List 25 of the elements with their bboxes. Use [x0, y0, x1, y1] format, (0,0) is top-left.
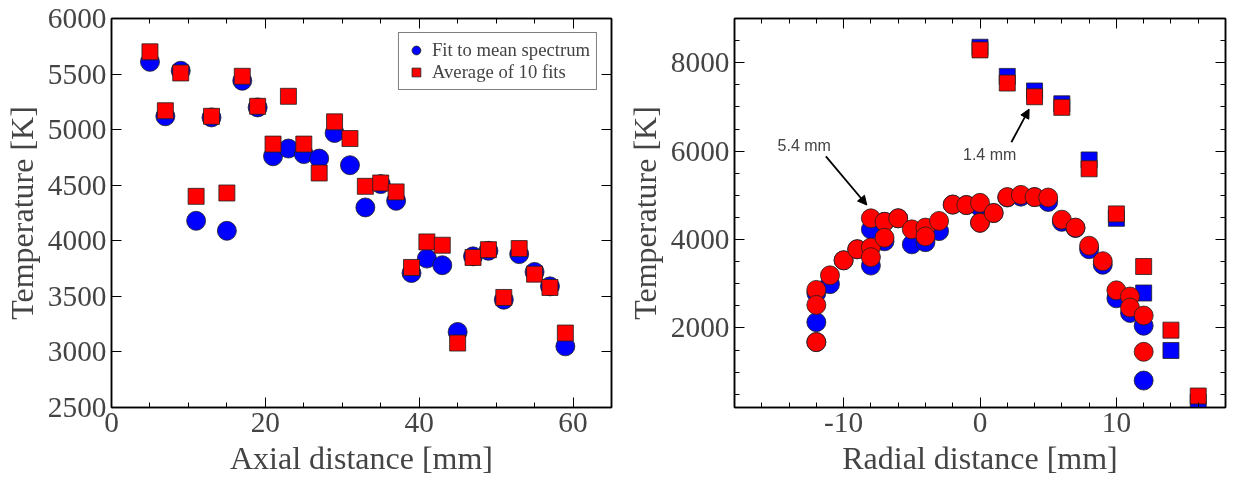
x-tick-label: 20: [250, 405, 281, 438]
legend-label: Fit to mean spectrum: [431, 39, 590, 61]
x-tick-label: 0: [972, 405, 988, 438]
y-tick-label: 4500: [47, 168, 107, 201]
legend-label: Average of 10 fits: [431, 61, 566, 83]
y-tick-label: 6000: [670, 134, 730, 167]
x-tick-label: 10: [1101, 405, 1132, 438]
y-tick-label: 4000: [670, 223, 730, 256]
y-tick-label: 5000: [47, 113, 107, 146]
y-axis-title: Temperature [K]: [3, 106, 40, 320]
y-tick-label: 6000: [47, 2, 107, 34]
x-tick-label: -10: [824, 405, 864, 438]
y-tick-label: 8000: [670, 46, 730, 79]
x-axis-title: Axial distance [mm]: [229, 439, 494, 476]
y-tick-label: 3000: [47, 335, 107, 368]
annotation: 5.4 mm: [777, 137, 831, 155]
x-tick-label: 60: [558, 405, 588, 438]
y-axis-title: Temperature [K]: [626, 106, 663, 320]
y-tick-label: 2000: [670, 311, 730, 344]
x-tick-label: 40: [404, 405, 434, 438]
x-axis-title: Radial distance [mm]: [842, 439, 1118, 476]
y-tick-label: 5500: [47, 57, 107, 90]
y-tick-label: 4000: [47, 224, 107, 257]
y-tick-label: 3500: [47, 279, 107, 312]
annotation: 1.4 mm: [963, 146, 1017, 164]
